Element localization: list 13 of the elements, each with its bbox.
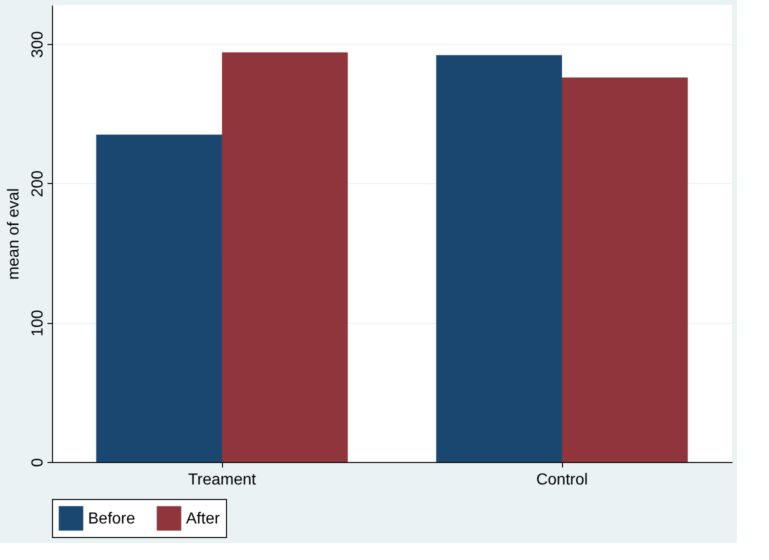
bar [222, 52, 348, 462]
y-tick-label: 0 [30, 458, 46, 467]
y-axis-title: mean of eval [6, 188, 22, 280]
x-tick-label: Treament [188, 472, 256, 488]
legend-label: After [186, 510, 220, 528]
bar [96, 134, 222, 462]
bar [436, 55, 562, 462]
y-tick-label: 100 [30, 310, 46, 337]
y-tick-label: 200 [30, 170, 46, 198]
y-tick-label: 300 [30, 31, 46, 58]
bar [562, 77, 688, 462]
legend-label: Before [88, 510, 136, 528]
x-tick-label: Control [536, 472, 588, 488]
